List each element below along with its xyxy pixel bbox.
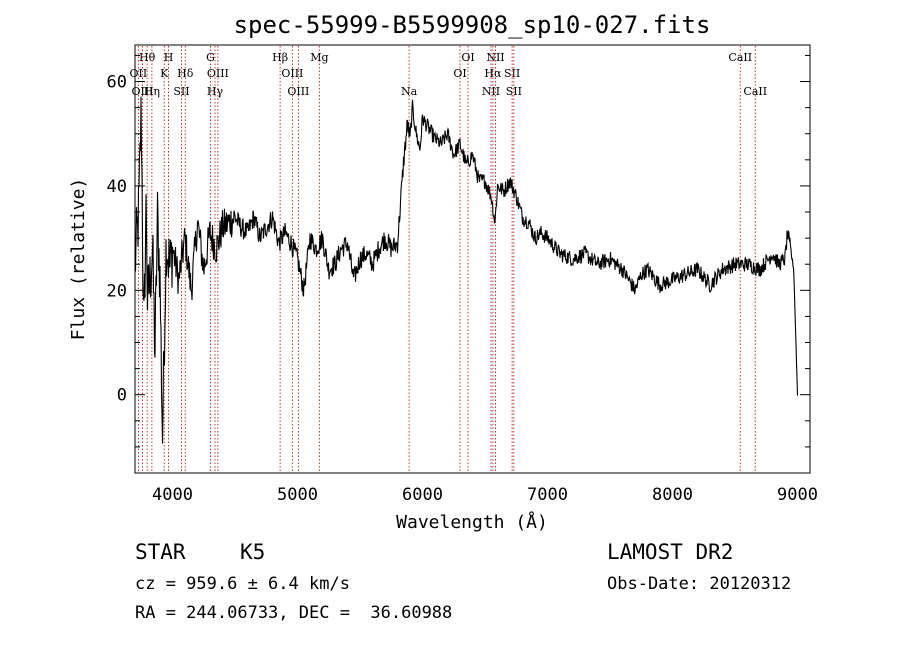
marker-label-9: OIII <box>207 67 229 80</box>
marker-label-18: NII <box>486 51 504 64</box>
marker-label-21: SII <box>504 67 520 80</box>
marker-label-4: H <box>164 51 174 64</box>
x-axis-ticks: 4000 5000 6000 7000 8000 9000 <box>152 485 818 505</box>
axis-frame <box>134 44 811 474</box>
plot-area-border <box>134 44 811 474</box>
marker-label-0: Hθ <box>139 51 156 64</box>
obs-date-text: Obs-Date: 20120312 <box>607 574 792 594</box>
chart-title: spec-55999-B5599908_sp10-027.fits <box>234 11 711 39</box>
y-tick-label-2: 40 <box>107 177 127 197</box>
marker-label-23: CaII <box>728 51 752 64</box>
object-subclass: K5 <box>240 540 266 564</box>
y-tick-label-0: 0 <box>117 386 127 406</box>
y-tick-label-3: 60 <box>107 73 127 93</box>
marker-label-7: SII <box>173 85 189 98</box>
marker-label-2: OIII <box>131 85 153 98</box>
marker-label-12: OIII <box>281 67 303 80</box>
marker-label-13: OIII <box>287 85 309 98</box>
marker-label-24: CaII <box>743 85 767 98</box>
marker-label-5: K <box>160 67 169 80</box>
y-axis-ticks: 0 20 40 60 <box>107 54 810 448</box>
x-axis-label: Wavelength (Å) <box>396 511 548 533</box>
marker-label-11: Hβ <box>272 51 288 64</box>
y-tick-label-1: 20 <box>107 281 127 301</box>
marker-label-19: Hα <box>484 67 502 80</box>
x-tick-label-3: 7000 <box>527 485 568 505</box>
marker-label-17: OI <box>453 67 466 80</box>
marker-label-3: Hη <box>144 85 160 98</box>
object-class: STAR <box>135 540 186 564</box>
x-tick-label-2: 6000 <box>402 485 443 505</box>
marker-label-6: Hδ <box>177 67 194 80</box>
marker-label-15: Na <box>401 85 418 98</box>
marker-label-22: SII <box>506 85 522 98</box>
x-tick-label-1: 5000 <box>277 485 318 505</box>
marker-label-14: Mg <box>310 51 328 64</box>
marker-label-10: Hγ <box>207 85 224 98</box>
y-axis-label: Flux (relative) <box>68 178 89 341</box>
x-tick-label-0: 4000 <box>152 485 193 505</box>
spectrum-line <box>134 96 799 444</box>
redshift-text: cz = 959.6 ± 6.4 km/s <box>135 574 350 594</box>
marker-label-8: G <box>206 51 215 64</box>
x-tick-label-4: 8000 <box>652 485 693 505</box>
marker-label-1: OII <box>130 67 148 80</box>
x-tick-label-5: 9000 <box>777 485 818 505</box>
marker-label-20: NII <box>482 85 500 98</box>
marker-label-16: OI <box>461 51 474 64</box>
coordinates-text: RA = 244.06733, DEC = 36.60988 <box>135 603 453 623</box>
survey-name: LAMOST DR2 <box>607 540 734 564</box>
